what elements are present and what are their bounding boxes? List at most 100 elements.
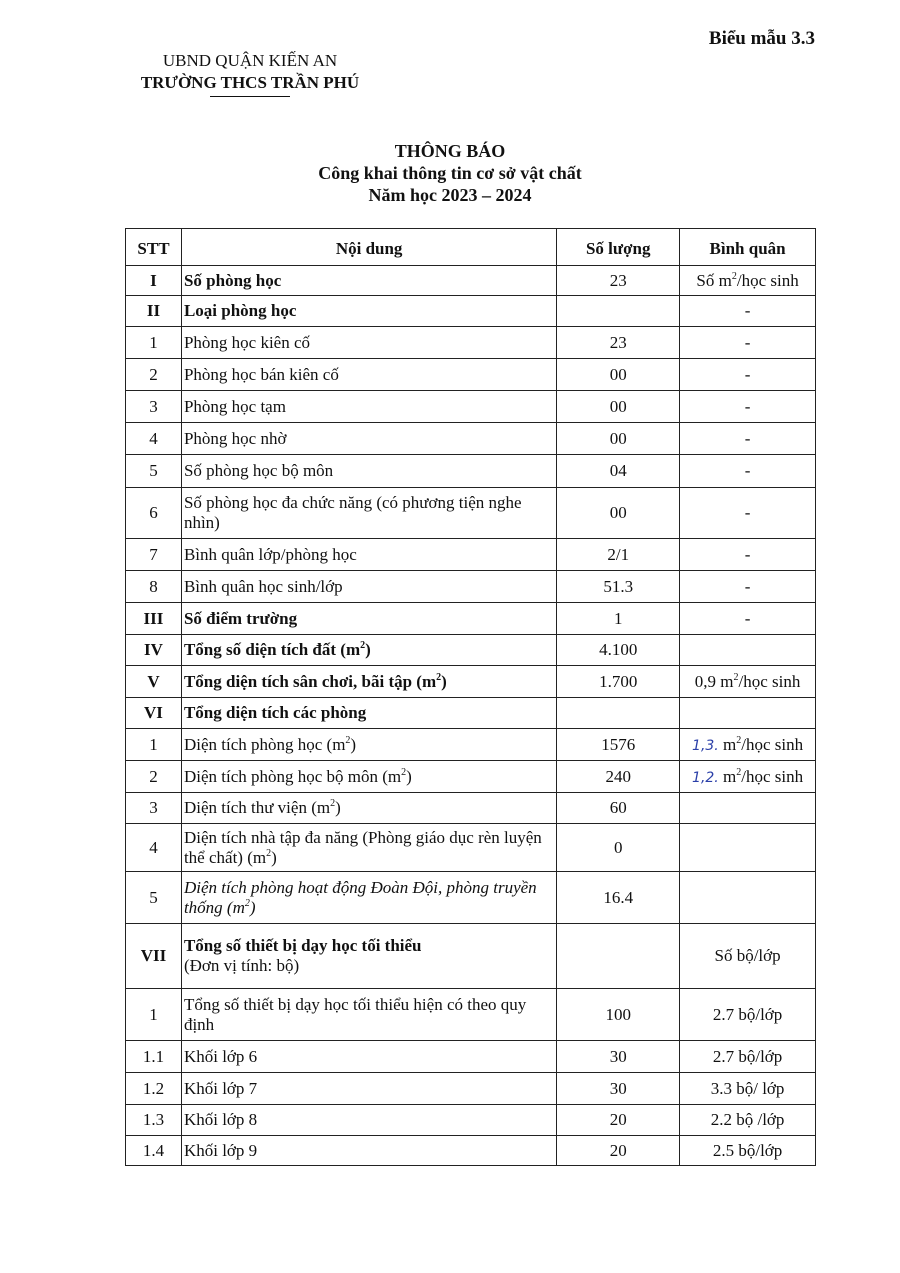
school-year: Năm học 2023 – 2024 [368, 185, 532, 205]
table-row: 6 Số phòng học đa chức năng (có phương ti… [125, 487, 816, 539]
average-text: /học sinh [736, 270, 799, 290]
cell-stt: 6 [125, 487, 182, 539]
content-text: Khối lớp 7 [183, 1078, 258, 1098]
content-text: Diện tích thư viện (m [183, 798, 331, 817]
cell-content: Tổng số thiết bị dạy học tối thiểu (Đơn v… [180, 923, 558, 989]
cell-content: Diện tích phòng học (m2) [180, 728, 558, 761]
cell-quantity: 00 [556, 487, 681, 539]
average-text: 2.5 bộ/lớp [712, 1140, 783, 1160]
cell-quantity: 00 [556, 358, 681, 391]
cell-content: Loại phòng học [180, 295, 558, 327]
cell-stt: 4 [125, 823, 182, 872]
superscript: 2 [731, 270, 737, 282]
cell-average: - [679, 454, 816, 488]
issuing-organization: UBND QUẬN KIẾN AN TRƯỜNG THCS TRẦN PHÚ [120, 50, 380, 97]
average-text: Số m [696, 270, 732, 290]
cell-average: - [679, 295, 816, 327]
cell-average: 0,9 m2/học sinh [679, 665, 816, 698]
cell-stt: 1 [125, 728, 182, 761]
cell-stt: 7 [125, 538, 182, 571]
cell-average: 2.7 bộ/lớp [679, 988, 816, 1041]
cell-stt: VII [125, 923, 182, 989]
content-text: Diện tích phòng hoạt động Đoàn Đội, phòn… [183, 877, 537, 917]
table-row: 7 Bình quân lớp/phòng học 2/1 - [125, 538, 816, 571]
average-text: /học sinh [738, 671, 801, 691]
content-text: Phòng học tạm [183, 396, 286, 416]
cell-quantity: 1.700 [556, 665, 681, 698]
content-text: Số phòng học đa chức năng (có phương tiệ… [183, 493, 522, 532]
content-text: ) [350, 734, 357, 754]
content-text: Bình quân lớp/phòng học [183, 544, 357, 564]
cell-stt: V [125, 665, 182, 698]
cell-quantity: 1576 [556, 728, 681, 761]
cell-content: Khối lớp 8 [180, 1104, 558, 1136]
cell-content: Diện tích nhà tập đa năng (Phòng giáo dụ… [180, 823, 558, 872]
average-text: 2.7 bộ/lớp [712, 1004, 783, 1024]
average-text: 2.2 bộ /lớp [710, 1110, 785, 1129]
average-text: - [744, 544, 751, 564]
cell-quantity: 0 [556, 823, 681, 872]
document-subtitle: Công khai thông tin cơ sở vật chất [318, 163, 582, 183]
cell-average: - [679, 487, 816, 539]
average-text: - [744, 608, 751, 628]
table-row: 1.2 Khối lớp 7 30 3.3 bộ/ lớp [125, 1072, 816, 1105]
cell-stt: 5 [125, 871, 182, 924]
cell-quantity: 30 [556, 1040, 681, 1073]
table-row: 1.1 Khối lớp 6 30 2.7 bộ/lớp [125, 1040, 816, 1073]
cell-quantity: 240 [556, 760, 681, 793]
cell-content: Tổng diện tích các phòng [180, 697, 558, 729]
table-row: I Số phòng học 23 Số m2/học sinh [125, 265, 816, 296]
superscript: 2 [733, 671, 739, 683]
average-text: m [718, 734, 737, 754]
cell-content: Số phòng học bộ môn [180, 454, 558, 488]
average-text: - [744, 332, 751, 352]
cell-content: Tổng số thiết bị dạy học tối thiểu hiện … [180, 988, 558, 1041]
cell-quantity: 23 [556, 265, 681, 296]
table-row: 2 Phòng học bán kiên cố 00 - [125, 358, 816, 391]
cell-stt: III [125, 602, 182, 635]
superscript: 2 [345, 734, 351, 746]
cell-quantity [556, 923, 681, 989]
average-text: m [718, 766, 737, 786]
cell-content: Số điểm trường [180, 602, 558, 635]
cell-stt: 2 [125, 760, 182, 793]
table-row: III Số điểm trường 1 - [125, 602, 816, 635]
average-text: - [744, 576, 751, 596]
column-header-content: Nội dung [180, 228, 558, 266]
table-row: VII Tổng số thiết bị dạy học tối thiểu (Đơ… [125, 923, 816, 989]
header-underline [210, 96, 290, 97]
cell-quantity [556, 697, 681, 729]
cell-stt: I [125, 265, 182, 296]
cell-stt: 1 [125, 988, 182, 1041]
cell-content: Tổng số diện tích đất (m2) [180, 634, 558, 666]
document-title-block: THÔNG BÁO Công khai thông tin cơ sở vật … [0, 140, 900, 206]
cell-average: - [679, 422, 816, 455]
cell-stt: 1.3 [125, 1104, 182, 1136]
average-text: /học sinh [741, 734, 804, 754]
cell-stt: 1.2 [125, 1072, 182, 1105]
content-text: ) [365, 640, 371, 659]
superscript: 2 [360, 640, 366, 651]
content-text: Phòng học bán kiên cố [183, 364, 339, 384]
cell-quantity: 00 [556, 390, 681, 423]
cell-quantity: 30 [556, 1072, 681, 1105]
table-row: 2 Diện tích phòng học bộ môn (m2) 240 1,2. … [125, 760, 816, 793]
cell-quantity: 100 [556, 988, 681, 1041]
column-header-stt: STT [125, 228, 182, 266]
average-text: /học sinh [741, 766, 804, 786]
table-row: IV Tổng số diện tích đất (m2) 4.100 [125, 634, 816, 666]
cell-average: 3.3 bộ/ lớp [679, 1072, 816, 1105]
content-text: Tổng số thiết bị dạy học tối thiểu hiện … [183, 994, 527, 1034]
column-header-quantity: Số lượng [556, 228, 681, 266]
cell-average: 1,2. m2/học sinh [679, 760, 816, 793]
average-text: - [744, 503, 751, 522]
content-text: Phòng học kiên cố [183, 332, 311, 352]
cell-stt: 2 [125, 358, 182, 391]
average-text: 3.3 bộ/ lớp [710, 1078, 785, 1098]
table-row: 5 Diện tích phòng hoạt động Đoàn Đội, phò… [125, 871, 816, 924]
table-row: 1 Phòng học kiên cố 23 - [125, 326, 816, 359]
cell-average: - [679, 602, 816, 635]
table-row: 1.4 Khối lớp 9 20 2.5 bộ/lớp [125, 1135, 816, 1166]
average-text: - [744, 396, 751, 416]
cell-content: Phòng học tạm [180, 390, 558, 423]
